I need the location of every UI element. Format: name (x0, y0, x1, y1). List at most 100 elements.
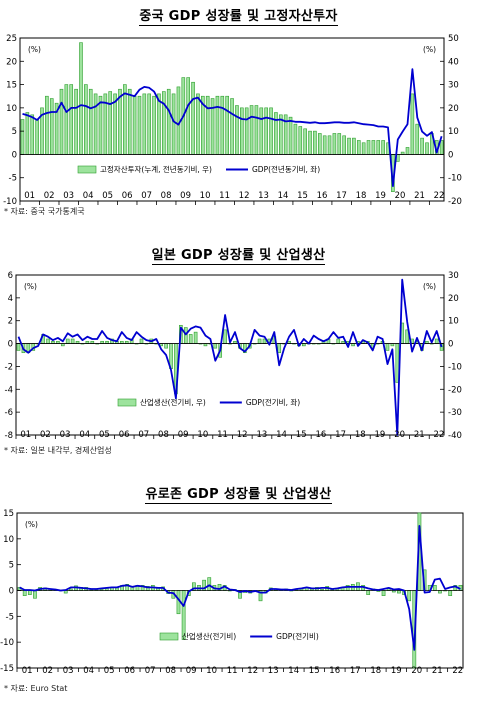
x-tick-label: 19 (391, 666, 402, 676)
bar (420, 137, 424, 155)
bar (186, 77, 190, 155)
bar (337, 133, 342, 155)
bar (361, 142, 366, 155)
x-tick-label: 20 (395, 191, 406, 201)
x-tick-label: 02 (44, 191, 55, 201)
bar (225, 95, 229, 155)
x-tick-label: 01 (20, 430, 31, 440)
bar (425, 142, 429, 155)
bar (65, 338, 70, 344)
left-tick-label: 15 (3, 509, 14, 519)
x-tick-label: 19 (375, 191, 386, 201)
left-tick-label: -4 (5, 385, 13, 395)
bar (64, 84, 69, 155)
bar (385, 343, 390, 351)
bar (127, 88, 132, 155)
x-tick-label: 16 (329, 666, 340, 676)
x-tick-label: 21 (414, 430, 425, 440)
bar (98, 95, 103, 155)
bar (79, 42, 83, 155)
bar (356, 140, 361, 155)
right-tick-label: -20 (448, 385, 462, 395)
right-tick-label: 20 (448, 104, 459, 114)
bar (93, 93, 98, 155)
left-unit-label: (%) (25, 520, 38, 529)
right-tick-label: 20 (448, 294, 459, 304)
x-tick-label: 08 (158, 430, 169, 440)
left-tick-label: 5 (12, 127, 17, 137)
bar (213, 343, 218, 349)
bar (215, 95, 220, 155)
left-tick-label: -5 (9, 174, 17, 184)
bar (35, 119, 39, 155)
bar (254, 105, 259, 155)
legend-bar-label: 고정자산투자(누계, 전년동기비, 우) (100, 164, 212, 174)
x-tick-label: 12 (239, 191, 250, 201)
x-tick-label: 15 (296, 430, 307, 440)
x-tick-label: 07 (138, 430, 149, 440)
gdp-line (19, 524, 461, 651)
right-tick-label: 10 (448, 317, 459, 327)
bar (183, 327, 188, 344)
bar (152, 95, 156, 155)
bar (59, 88, 64, 155)
x-tick-label: 08 (161, 191, 172, 201)
x-tick-label: 19 (375, 430, 386, 440)
bar (132, 95, 137, 155)
x-tick-label: 13 (256, 430, 267, 440)
plot-frame (15, 274, 445, 436)
bar (366, 590, 371, 595)
bar (308, 130, 312, 155)
bar (220, 95, 225, 155)
bar (288, 116, 293, 155)
bar (25, 112, 30, 155)
bar (33, 590, 37, 599)
bar (376, 140, 381, 155)
left-tick-label: 25 (6, 34, 17, 44)
x-tick-label: 04 (83, 666, 94, 676)
bar (137, 95, 142, 155)
x-tick-label: 03 (63, 191, 74, 201)
bar (70, 338, 75, 344)
bar (259, 107, 264, 155)
left-tick-label: 4 (8, 294, 13, 304)
chart-source: * 자료: Euro Stat (4, 684, 68, 693)
x-tick-label: 11 (217, 430, 228, 440)
bar (303, 128, 307, 155)
left-tick-label: 10 (6, 104, 17, 114)
legend-bar-label: 산업생산(전기비, 우) (140, 397, 206, 407)
bar (415, 123, 420, 155)
right-tick-label: 0 (448, 340, 453, 350)
chart-source: * 자료: 중국 국가통계국 (4, 207, 85, 216)
x-tick-label: 22 (434, 430, 445, 440)
x-tick-label: 07 (141, 191, 152, 201)
bar (74, 88, 78, 155)
x-tick-label: 05 (102, 191, 113, 201)
x-tick-label: 09 (186, 666, 197, 676)
x-tick-label: 02 (42, 666, 53, 676)
bar (371, 140, 376, 155)
left-tick-label: -6 (5, 408, 13, 418)
bar (327, 135, 332, 155)
left-tick-label: -8 (5, 431, 13, 441)
bar (366, 140, 371, 155)
bar (157, 93, 161, 155)
left-tick-label: 2 (8, 317, 13, 327)
right-tick-label: 30 (448, 271, 459, 281)
bar (142, 93, 147, 155)
chart-title: 유로존 GDP 성장률 및 산업생산 (145, 487, 332, 504)
x-tick-label: 22 (452, 666, 463, 676)
left-tick-label: 10 (3, 535, 14, 545)
x-tick-label: 21 (414, 191, 425, 201)
x-tick-label: 18 (356, 191, 367, 201)
x-tick-label: 05 (99, 430, 110, 440)
x-tick-label: 09 (180, 191, 191, 201)
bar (244, 107, 249, 155)
x-tick-label: 14 (276, 430, 287, 440)
x-tick-label: 01 (24, 191, 35, 201)
x-tick-label: 17 (335, 430, 346, 440)
right-unit-label: (%) (423, 45, 436, 54)
bar (257, 338, 262, 344)
x-tick-label: 04 (79, 430, 90, 440)
